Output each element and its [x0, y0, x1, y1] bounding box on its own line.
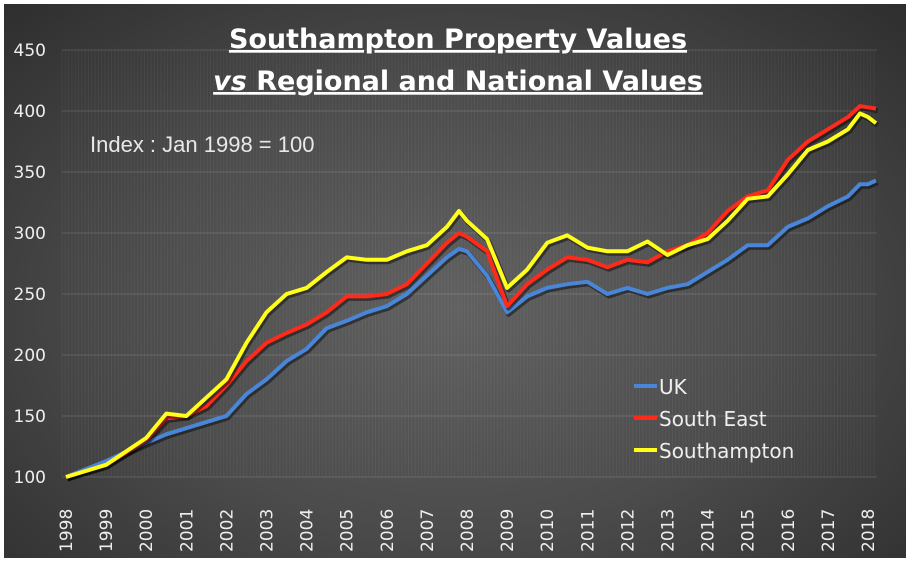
series-line-uk [65, 178, 877, 479]
x-tick-label: 2010 [538, 509, 558, 552]
x-tick-label: 1999 [97, 509, 117, 552]
x-tick-label: 2009 [498, 509, 518, 552]
chart-title-line1: Southampton Property Values [229, 24, 687, 55]
y-tick-label: 450 [14, 41, 46, 61]
legend: UK South East Southampton [634, 375, 794, 463]
x-tick-label: 2011 [578, 509, 598, 552]
y-tick-label: 250 [14, 285, 46, 305]
chart-title-line2: vs Regional and National Values [213, 66, 703, 97]
series-line-southampton [65, 111, 878, 479]
legend-label: South East [659, 407, 767, 431]
y-tick-label: 400 [14, 102, 46, 122]
title-rest: Regional and National Values [247, 66, 703, 97]
y-axis-ticks: 100 150 200 250 300 350 400 450 [14, 41, 46, 488]
x-tick-label: 2018 [859, 509, 879, 552]
index-annotation: Index : Jan 1998 = 100 [90, 132, 314, 157]
gridlines [61, 49, 877, 478]
x-tick-label: 2004 [298, 509, 318, 552]
x-tick-label: 2013 [659, 509, 679, 552]
x-tick-label: 2006 [378, 509, 398, 552]
y-tick-label: 200 [14, 346, 46, 366]
y-tick-label: 350 [14, 163, 46, 183]
x-tick-label: 2016 [779, 509, 799, 552]
title-italic-word: vs [213, 66, 247, 97]
x-tick-label: 2017 [819, 509, 839, 552]
y-tick-label: 100 [14, 468, 46, 488]
chart-background [4, 4, 906, 558]
legend-label: Southampton [659, 439, 794, 463]
series-lines [65, 104, 880, 482]
x-axis-ticks: 1998 1999 2000 2001 2002 2003 2004 2005 2006 2007… [57, 509, 879, 552]
x-tick-label: 2003 [258, 509, 278, 552]
legend-label: UK [659, 375, 688, 399]
x-tick-label: 2015 [739, 509, 759, 552]
x-tick-label: 2005 [338, 509, 358, 552]
x-tick-label: 2012 [618, 509, 638, 552]
x-tick-label: 2007 [418, 509, 438, 552]
y-tick-label: 150 [14, 407, 46, 427]
x-tick-label: 2002 [217, 509, 237, 552]
y-tick-label: 300 [14, 224, 46, 244]
x-tick-label: 1998 [57, 509, 77, 552]
series-line-south-east [65, 104, 877, 479]
x-tick-label: 2000 [137, 509, 157, 552]
x-tick-label: 2014 [699, 509, 719, 552]
x-tick-label: 2001 [177, 509, 197, 552]
x-tick-label: 2008 [458, 509, 478, 552]
